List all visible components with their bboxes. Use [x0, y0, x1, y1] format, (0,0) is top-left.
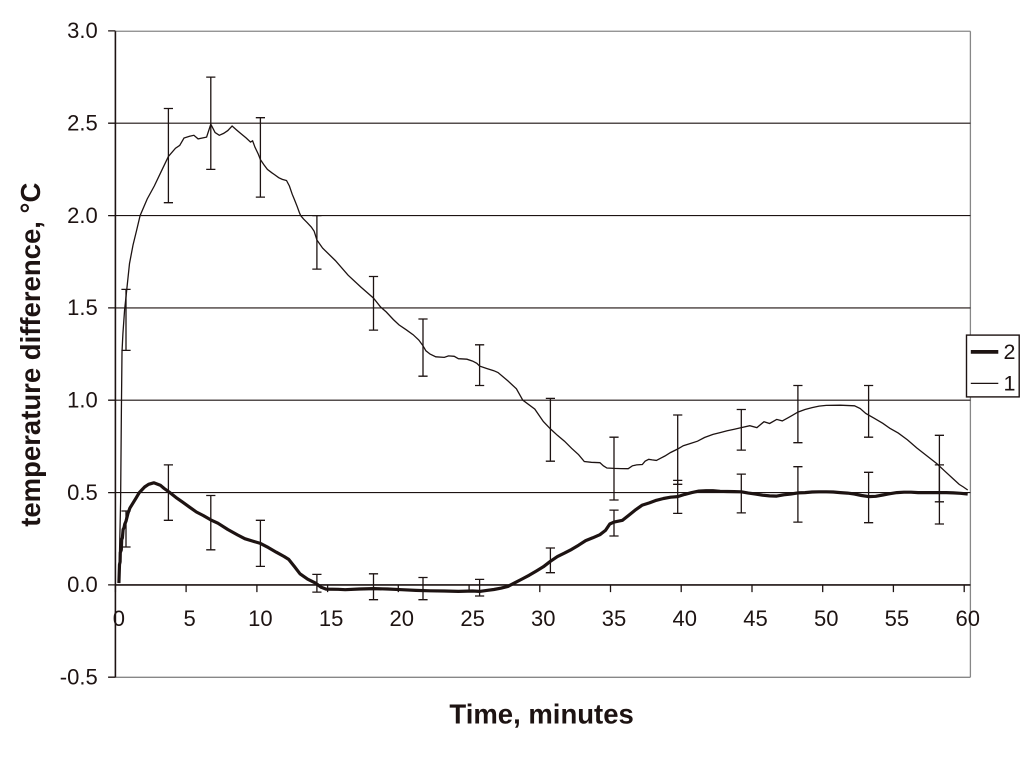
svg-text:1.5: 1.5: [67, 295, 98, 320]
svg-text:2.0: 2.0: [67, 203, 98, 228]
svg-text:3.0: 3.0: [67, 18, 98, 43]
svg-text:20: 20: [390, 606, 414, 631]
svg-text:50: 50: [814, 606, 838, 631]
svg-text:15: 15: [319, 606, 343, 631]
svg-text:35: 35: [602, 606, 626, 631]
svg-text:Time, minutes: Time, minutes: [449, 698, 633, 729]
svg-text:5: 5: [183, 606, 195, 631]
svg-text:25: 25: [460, 606, 484, 631]
svg-text:45: 45: [743, 606, 767, 631]
svg-text:0: 0: [113, 606, 125, 631]
svg-text:temperature difference, °C: temperature difference, °C: [15, 182, 46, 526]
svg-text:0.5: 0.5: [67, 480, 98, 505]
svg-text:0.0: 0.0: [67, 572, 98, 597]
svg-text:2.5: 2.5: [67, 110, 98, 135]
svg-text:40: 40: [672, 606, 696, 631]
svg-text:1: 1: [1004, 372, 1016, 396]
svg-text:60: 60: [955, 606, 979, 631]
svg-text:30: 30: [531, 606, 555, 631]
svg-text:55: 55: [885, 606, 909, 631]
svg-text:1.0: 1.0: [67, 387, 98, 412]
svg-text:10: 10: [248, 606, 272, 631]
svg-text:-0.5: -0.5: [60, 664, 98, 689]
svg-text:2: 2: [1004, 340, 1016, 364]
